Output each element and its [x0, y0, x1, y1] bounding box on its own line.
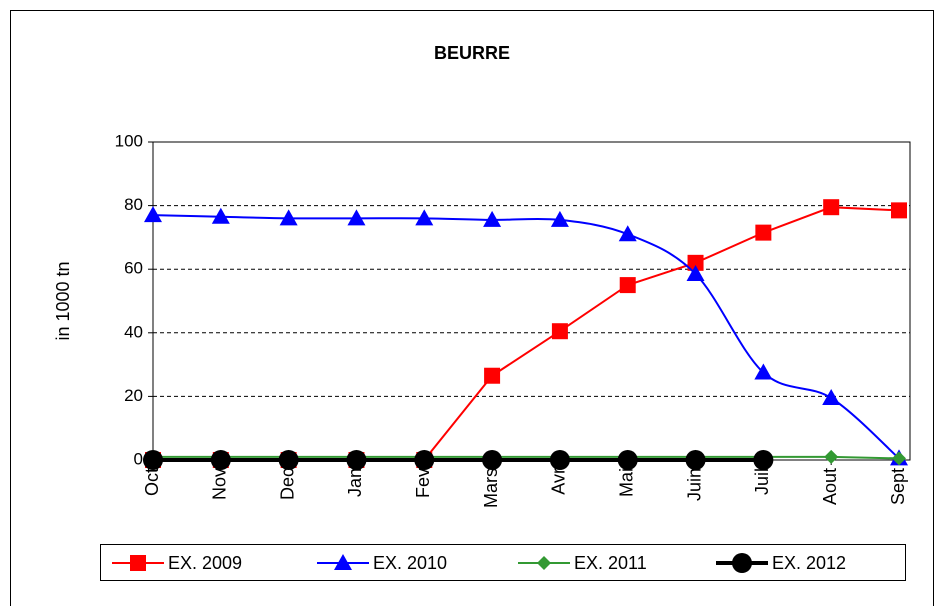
legend-box — [100, 544, 906, 581]
x-tick-label: Mars — [481, 468, 501, 508]
marker — [210, 450, 231, 470]
marker — [482, 450, 503, 470]
marker — [144, 206, 162, 223]
y-axis-label: in 1000 tn — [53, 261, 73, 340]
marker — [891, 202, 907, 219]
x-tick-label: Dec — [277, 468, 297, 500]
marker — [892, 451, 906, 466]
y-tick-label: 20 — [124, 386, 143, 405]
x-tick-label: Juil — [752, 468, 772, 495]
legend-label: EX. 2009 — [168, 553, 242, 573]
x-tick-label: Nov — [210, 468, 230, 500]
marker — [618, 225, 637, 242]
marker — [211, 207, 230, 224]
marker — [551, 323, 568, 340]
marker — [687, 254, 704, 271]
legend-label: EX. 2012 — [772, 553, 846, 573]
marker — [334, 554, 352, 570]
marker — [347, 209, 366, 226]
chart-title: BEURRE — [434, 43, 510, 63]
marker — [483, 210, 502, 227]
marker — [755, 224, 772, 241]
marker — [732, 553, 752, 573]
marker — [617, 450, 638, 470]
y-tick-label: 40 — [124, 322, 143, 341]
legend-label: EX. 2010 — [373, 553, 447, 573]
x-tick-label: Fev — [413, 468, 433, 498]
marker — [686, 264, 705, 281]
y-tick-label: 60 — [124, 259, 143, 278]
marker — [619, 277, 636, 294]
x-tick-label: Aout — [820, 468, 840, 505]
legend-label: EX. 2011 — [574, 553, 647, 573]
plot-area — [152, 141, 911, 461]
marker — [143, 450, 163, 470]
marker — [824, 449, 839, 464]
y-tick-label: 80 — [124, 195, 143, 214]
marker — [130, 555, 146, 571]
x-tick-label: Jan — [345, 468, 365, 497]
marker — [346, 450, 367, 470]
x-tick-label: Oct — [142, 468, 162, 496]
marker — [278, 450, 299, 470]
marker — [415, 209, 434, 226]
marker — [279, 209, 298, 226]
marker — [550, 210, 569, 227]
x-tick-label: Sept — [888, 468, 908, 505]
series-line — [153, 455, 900, 460]
marker — [823, 199, 840, 216]
marker — [537, 556, 551, 570]
marker — [549, 450, 570, 470]
marker — [822, 388, 841, 405]
marker — [484, 367, 501, 384]
marker — [753, 450, 774, 470]
x-tick-label: Mai — [616, 468, 636, 497]
y-tick-label: 0 — [134, 449, 143, 468]
y-tick-label: 100 — [115, 131, 143, 150]
marker — [754, 363, 773, 380]
x-tick-label: Avr — [549, 468, 569, 495]
marker — [685, 450, 706, 470]
x-tick-label: Juin — [684, 468, 704, 501]
marker — [414, 450, 435, 470]
